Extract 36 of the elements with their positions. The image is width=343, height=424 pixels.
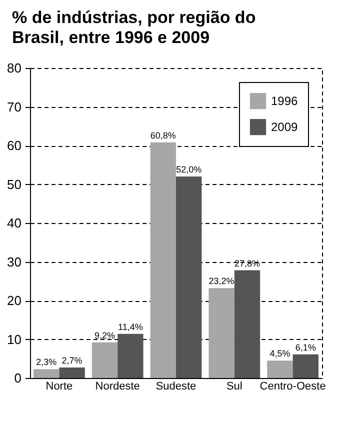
- bar: [92, 342, 118, 378]
- data-label: 2,3%: [36, 357, 57, 368]
- y-tick-label: 40: [7, 216, 22, 230]
- data-label: 60,8%: [150, 130, 176, 140]
- chart-title: % de indústrias, por região do Brasil, entre 1996 e 2009: [11, 7, 257, 48]
- x-tick-label: Norte: [46, 380, 73, 392]
- y-tick-label: 10: [7, 332, 22, 347]
- y-tick-label: 30: [7, 254, 22, 270]
- x-tick-label: Centro-Oeste: [260, 380, 326, 392]
- y-tick-label: 50: [7, 176, 22, 192]
- bar: [59, 368, 85, 378]
- bar: [176, 176, 202, 378]
- bar: [292, 354, 318, 378]
- data-label: 23,2%: [208, 276, 234, 286]
- legend-label: 2009: [271, 120, 298, 134]
- data-label: 11,4%: [118, 322, 143, 332]
- bar: [267, 360, 293, 378]
- bar: [34, 369, 60, 378]
- bar: [150, 142, 176, 378]
- y-tick-label: 20: [7, 293, 22, 308]
- data-label: 9,2%: [94, 330, 116, 340]
- bar: [208, 288, 234, 378]
- data-label: 6,1%: [295, 342, 316, 352]
- x-tick-label: Nordeste: [95, 380, 140, 392]
- y-tick-label: 60: [7, 138, 22, 153]
- data-label: 52,0%: [176, 164, 202, 174]
- y-tick-label: 70: [7, 99, 22, 114]
- y-tick-label: 80: [7, 60, 22, 76]
- x-tick-label: Sudeste: [156, 380, 196, 392]
- bar: [234, 270, 260, 378]
- x-tick-label: Sul: [226, 380, 242, 392]
- data-label: 2,7%: [62, 356, 82, 366]
- legend-label: 1996: [271, 94, 298, 108]
- y-tick-label: 0: [14, 370, 22, 386]
- data-label: 4,5%: [270, 348, 290, 359]
- bar: [118, 334, 144, 378]
